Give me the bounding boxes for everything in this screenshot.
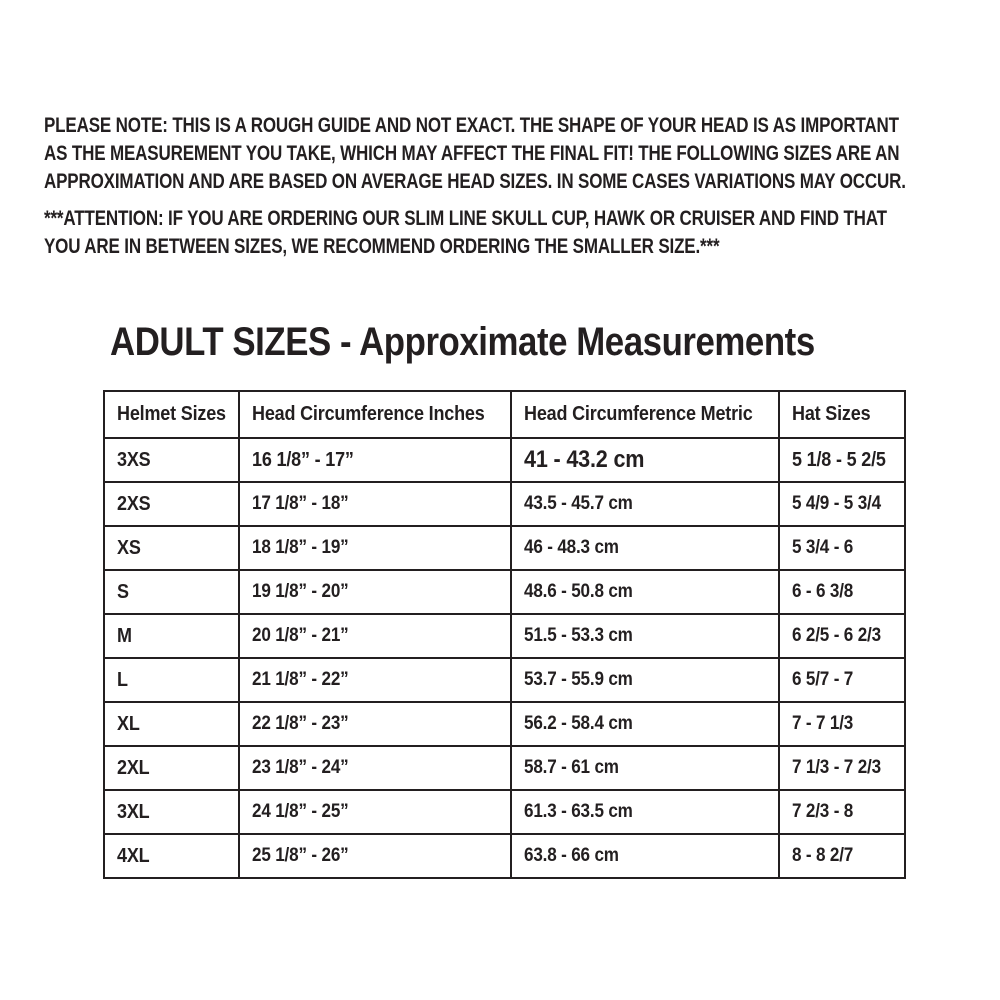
cell-inches: 16 1/8” - 17” bbox=[237, 437, 513, 483]
cell-inches: 18 1/8” - 19” bbox=[237, 525, 513, 571]
please-note-paragraph: PLEASE NOTE: THIS IS A ROUGH GUIDE AND N… bbox=[44, 112, 1000, 196]
cell-helmet-size: 2XS bbox=[103, 481, 240, 527]
cell-helmet-size: L bbox=[103, 657, 240, 703]
attention-paragraph: ***ATTENTION: IF YOU ARE ORDERING OUR SL… bbox=[44, 205, 1000, 261]
cell-helmet-size: XS bbox=[103, 525, 240, 571]
cell-helmet-size: S bbox=[103, 569, 240, 615]
cell-metric: 63.8 - 66 cm bbox=[510, 833, 781, 879]
cell-hat-size: 5 3/4 - 6 bbox=[778, 525, 907, 571]
table-row: XS 18 1/8” - 19” 46 - 48.3 cm 5 3/4 - 6 bbox=[103, 525, 907, 571]
note-line: APPROXIMATION AND ARE BASED ON AVERAGE H… bbox=[44, 170, 906, 193]
header-circumference-metric: Head Circumference Metric bbox=[510, 390, 781, 439]
cell-hat-size: 7 2/3 - 8 bbox=[778, 789, 907, 835]
cell-metric: 58.7 - 61 cm bbox=[510, 745, 781, 791]
cell-metric: 43.5 - 45.7 cm bbox=[510, 481, 781, 527]
table-row: M 20 1/8” - 21” 51.5 - 53.3 cm 6 2/5 - 6… bbox=[103, 613, 907, 659]
table-row: XL 22 1/8” - 23” 56.2 - 58.4 cm 7 - 7 1/… bbox=[103, 701, 907, 747]
header-hat-sizes: Hat Sizes bbox=[778, 390, 907, 439]
cell-helmet-size: 2XL bbox=[103, 745, 240, 791]
cell-hat-size: 8 - 8 2/7 bbox=[778, 833, 907, 879]
cell-metric: 53.7 - 55.9 cm bbox=[510, 657, 781, 703]
cell-metric: 41 - 43.2 cm bbox=[510, 437, 781, 483]
note-line: AS THE MEASUREMENT YOU TAKE, WHICH MAY A… bbox=[44, 142, 900, 165]
table-row: S 19 1/8” - 20” 48.6 - 50.8 cm 6 - 6 3/8 bbox=[103, 569, 907, 615]
table-row: 3XL 24 1/8” - 25” 61.3 - 63.5 cm 7 2/3 -… bbox=[103, 789, 907, 835]
cell-hat-size: 7 - 7 1/3 bbox=[778, 701, 907, 747]
cell-helmet-size: XL bbox=[103, 701, 240, 747]
cell-metric: 56.2 - 58.4 cm bbox=[510, 701, 781, 747]
cell-hat-size: 5 1/8 - 5 2/5 bbox=[778, 437, 907, 483]
cell-inches: 21 1/8” - 22” bbox=[237, 657, 513, 703]
cell-hat-size: 7 1/3 - 7 2/3 bbox=[778, 745, 907, 791]
cell-helmet-size: 3XL bbox=[103, 789, 240, 835]
cell-helmet-size: 4XL bbox=[103, 833, 240, 879]
cell-hat-size: 6 - 6 3/8 bbox=[778, 569, 907, 615]
cell-metric: 51.5 - 53.3 cm bbox=[510, 613, 781, 659]
cell-metric: 61.3 - 63.5 cm bbox=[510, 789, 781, 835]
header-circumference-inches: Head Circumference Inches bbox=[237, 390, 513, 439]
table-row: L 21 1/8” - 22” 53.7 - 55.9 cm 6 5/7 - 7 bbox=[103, 657, 907, 703]
attention-line: YOU ARE IN BETWEEN SIZES, WE RECOMMEND O… bbox=[44, 235, 720, 258]
cell-hat-size: 5 4/9 - 5 3/4 bbox=[778, 481, 907, 527]
cell-inches: 20 1/8” - 21” bbox=[237, 613, 513, 659]
table-row: 4XL 25 1/8” - 26” 63.8 - 66 cm 8 - 8 2/7 bbox=[103, 833, 907, 879]
cell-metric: 48.6 - 50.8 cm bbox=[510, 569, 781, 615]
table-header-row: Helmet Sizes Head Circumference Inches H… bbox=[103, 390, 907, 439]
table-row: 2XL 23 1/8” - 24” 58.7 - 61 cm 7 1/3 - 7… bbox=[103, 745, 907, 791]
cell-inches: 19 1/8” - 20” bbox=[237, 569, 513, 615]
cell-hat-size: 6 2/5 - 6 2/3 bbox=[778, 613, 907, 659]
cell-hat-size: 6 5/7 - 7 bbox=[778, 657, 907, 703]
table-row: 3XS 16 1/8” - 17” 41 - 43.2 cm 5 1/8 - 5… bbox=[103, 437, 907, 483]
attention-line: ***ATTENTION: IF YOU ARE ORDERING OUR SL… bbox=[44, 207, 887, 230]
cell-helmet-size: 3XS bbox=[103, 437, 240, 483]
cell-inches: 23 1/8” - 24” bbox=[237, 745, 513, 791]
cell-inches: 24 1/8” - 25” bbox=[237, 789, 513, 835]
cell-helmet-size: M bbox=[103, 613, 240, 659]
table-row: 2XS 17 1/8” - 18” 43.5 - 45.7 cm 5 4/9 -… bbox=[103, 481, 907, 527]
note-line: PLEASE NOTE: THIS IS A ROUGH GUIDE AND N… bbox=[44, 114, 899, 137]
cell-inches: 17 1/8” - 18” bbox=[237, 481, 513, 527]
size-chart-table: Helmet Sizes Head Circumference Inches H… bbox=[103, 390, 907, 879]
cell-inches: 22 1/8” - 23” bbox=[237, 701, 513, 747]
cell-metric: 46 - 48.3 cm bbox=[510, 525, 781, 571]
header-helmet-sizes: Helmet Sizes bbox=[103, 390, 240, 439]
page-title: ADULT SIZES - Approximate Measurements bbox=[110, 320, 815, 364]
cell-inches: 25 1/8” - 26” bbox=[237, 833, 513, 879]
